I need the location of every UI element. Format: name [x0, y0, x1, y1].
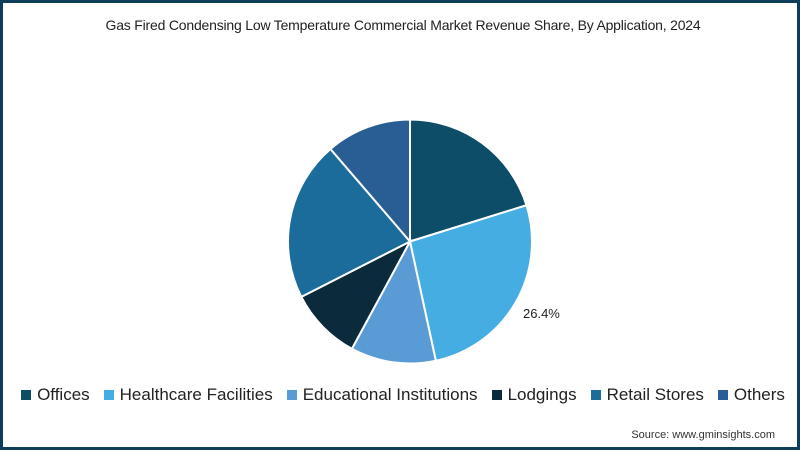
pie-slice-others [329, 118, 411, 245]
pie-slice-offices [409, 118, 528, 243]
legend-item-offices: Offices [21, 385, 90, 405]
legend-label: Offices [37, 385, 90, 404]
legend-swatch-icon [21, 390, 32, 400]
legend-item-others: Others [717, 385, 785, 405]
legend-swatch-icon [590, 390, 601, 400]
legend-item-healthcare-facilities: Healthcare Facilities [103, 385, 273, 405]
source-note: Source: www.gminsights.com [631, 429, 775, 441]
pie-slice-retail-stores [287, 147, 412, 299]
legend-item-retail-stores: Retail Stores [590, 385, 704, 405]
legend-swatch-icon [717, 390, 728, 400]
legend-label: Educational Institutions [302, 385, 478, 404]
pie-slice-healthcare-facilities [408, 204, 533, 362]
legend: Offices Healthcare Facilities Educational … [3, 385, 800, 405]
legend-swatch-icon [286, 390, 297, 400]
legend-label: Others [733, 385, 785, 404]
legend-label: Retail Stores [606, 385, 704, 404]
legend-swatch-icon [103, 390, 114, 400]
data-label-healthcare: 26.4% [523, 306, 560, 321]
legend-label: Healthcare Facilities [119, 385, 273, 404]
legend-item-educational-institutions: Educational Institutions [286, 385, 478, 405]
chart-title: Gas Fired Condensing Low Temperature Com… [105, 17, 701, 33]
legend-label: Lodgings [507, 385, 577, 404]
legend-item-lodgings: Lodgings [491, 385, 577, 405]
pie-slices [287, 118, 533, 365]
pie-chart: 26.4% [287, 118, 560, 365]
legend-swatch-icon [491, 390, 502, 400]
pie-slice-educational-institutions [350, 238, 438, 365]
